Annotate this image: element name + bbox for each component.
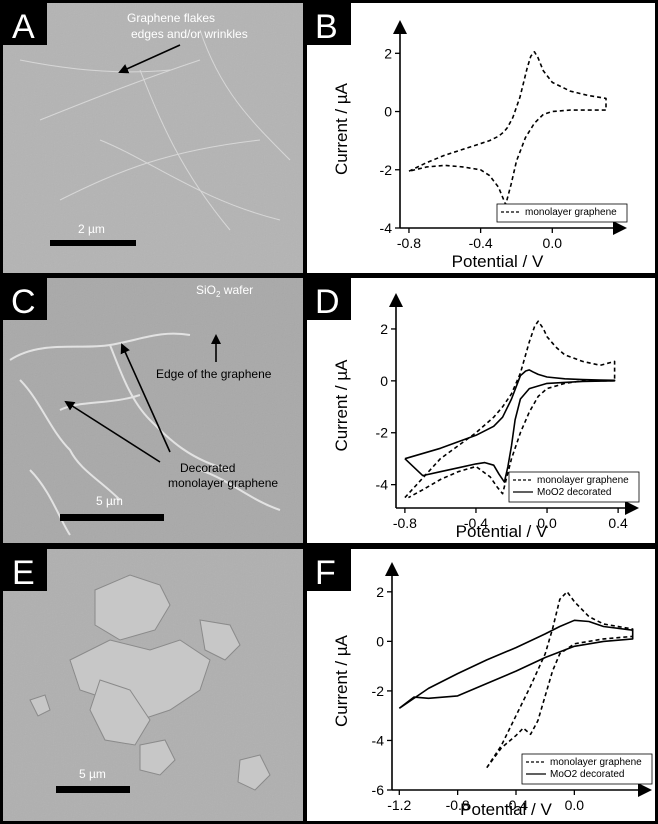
panel-letter-a: A (12, 8, 35, 46)
cv-chart-f: F -1.2 -0.8 -0.4 0.0 -6 -4 -2 0 2 Potential / V Cur… (307, 549, 655, 821)
y-tick-label-d: 2 (380, 321, 388, 337)
substrate-label: SiO2 wafer (196, 283, 253, 299)
y-tick-label-b: -2 (380, 162, 393, 178)
series-line-d-0 (404, 320, 616, 499)
y-tick-label-f: 2 (376, 584, 384, 600)
panel-letter-b: B (315, 8, 338, 46)
panel-letter-box-e (3, 549, 47, 591)
x-tick-label-d: 0.4 (608, 515, 628, 531)
x-tick-label-b: 0.0 (543, 235, 563, 251)
annotation-edges-wrinkles: edges and/or wrinkles (131, 27, 248, 41)
panel-letter-d: D (315, 283, 340, 321)
legend-label-f-1: MoO2 decorated (550, 769, 625, 780)
panel-letter-c: C (11, 283, 36, 321)
moo2-particles-e (29, 574, 271, 791)
x-tick-label-f: -0.8 (446, 797, 470, 813)
y-axis-title-f: Current / µA (332, 634, 351, 727)
x-tick-label-d: -0.4 (464, 515, 488, 531)
scalebar-e (56, 786, 130, 793)
series-line-d-1 (404, 369, 616, 483)
y-tick-label-d: -2 (376, 425, 389, 441)
y-tick-label-b: 0 (384, 104, 392, 120)
panel-letter-box-d (307, 278, 351, 320)
scalebar-label-e: 5 µm (79, 767, 106, 781)
sem-panel-e: E 5 µm (3, 549, 303, 821)
panel-letter-box-b (307, 3, 351, 45)
y-axis-title-b: Current / µA (332, 82, 351, 175)
y-tick-label-b: 2 (384, 45, 392, 61)
chart-background-d (307, 278, 655, 543)
decorated-label-line1: Decorated (180, 461, 235, 475)
panel-letter-box-f (307, 549, 351, 591)
x-tick-label-b: -0.4 (469, 235, 493, 251)
scalebar-c (60, 514, 164, 521)
y-tick-label-d: 0 (380, 373, 388, 389)
cv-chart-d: D -0.8 -0.4 0.0 0.4 -4 -2 0 2 Potential / V Curren… (307, 278, 655, 543)
y-tick-label-f: -6 (372, 782, 385, 798)
x-axis-title-f: Potential / V (460, 800, 552, 819)
sem-panel-a: A Graphene flakes edges and/or wrinkles … (3, 3, 303, 273)
x-tick-label-b: -0.8 (397, 235, 421, 251)
decorated-arrow-1 (120, 343, 171, 453)
annotation-arrow-a (118, 44, 181, 74)
legend-label-b-0: monolayer graphene (525, 207, 617, 218)
cv-chart-b: B -0.8 -0.4 0.0 -4 -2 0 2 Potential / V Current /… (307, 3, 655, 273)
graphene-wrinkles (19, 29, 291, 231)
scalebar-label-c: 5 µm (96, 494, 123, 508)
series-line-f-1 (398, 619, 634, 709)
y-tick-label-f: -2 (372, 683, 385, 699)
decorated-label-line2: monolayer graphene (168, 476, 278, 490)
decorated-flakes-c (9, 332, 281, 536)
x-axis-title-d: Potential / V (456, 522, 548, 541)
substrate-rest: wafer (220, 283, 253, 297)
annotation-graphene-flakes: Graphene flakes (127, 11, 215, 25)
decorated-arrow-2 (64, 400, 161, 463)
scalebar-a (50, 240, 136, 246)
legend-label-d-1: MoO2 decorated (537, 487, 612, 498)
substrate-main: SiO (196, 283, 216, 297)
panel-letter-box-a (3, 3, 47, 45)
x-axis-title-b: Potential / V (452, 252, 544, 271)
legend-box-f (521, 753, 653, 785)
legend-label-f-0: monolayer graphene (550, 757, 642, 768)
x-tick-label-f: -0.4 (504, 797, 528, 813)
panel-letter-e: E (12, 554, 35, 592)
legend-box-b (496, 203, 628, 223)
x-tick-label-f: -1.2 (387, 797, 411, 813)
series-line-b-0 (408, 51, 607, 206)
legend-box-d (508, 471, 640, 503)
y-tick-label-f: 0 (376, 633, 384, 649)
sem-panel-c: C SiO2 wafer Edge of the graphene Decora… (3, 278, 303, 543)
x-tick-label-f: 0.0 (565, 797, 585, 813)
panel-letter-box-c (3, 278, 47, 320)
scalebar-label-a: 2 µm (78, 222, 105, 236)
y-axis-title-d: Current / µA (332, 359, 351, 452)
panel-letter-f: F (315, 554, 336, 592)
y-tick-label-b: -4 (380, 220, 393, 236)
legend-label-d-0: monolayer graphene (537, 475, 629, 486)
y-tick-label-d: -4 (376, 477, 389, 493)
x-tick-label-d: -0.8 (393, 515, 417, 531)
x-tick-label-d: 0.0 (537, 515, 557, 531)
edge-label: Edge of the graphene (156, 367, 272, 381)
y-tick-label-f: -4 (372, 732, 385, 748)
substrate-subscript: 2 (216, 290, 221, 299)
